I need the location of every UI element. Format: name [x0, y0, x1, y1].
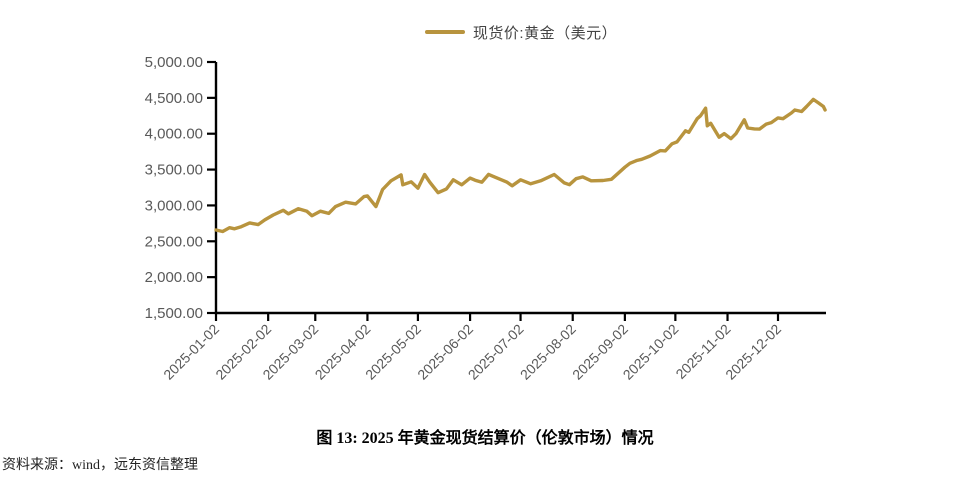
- y-tick-label: 1,500.00: [145, 305, 203, 322]
- y-tick-label: 4,500.00: [145, 90, 203, 107]
- axis-lines: [214, 62, 826, 315]
- gold-price-line: [214, 97, 827, 234]
- y-tick-label: 3,500.00: [145, 162, 203, 179]
- figure-caption: 图 13: 2025 年黄金现货结算价（伦敦市场）情况: [316, 430, 654, 447]
- y-tick-label: 3,000.00: [145, 197, 203, 214]
- legend-line-swatch: [424, 30, 465, 34]
- y-tick-label: 5,000.00: [145, 54, 203, 71]
- price-line-chart: 5,000.00 4,500.00 4,000.00 3,500.00 3,000.00…: [145, 54, 827, 383]
- data-source: 资料来源：wind，远东资信整理: [2, 458, 198, 473]
- y-tick-label: 4,000.00: [145, 126, 203, 143]
- y-tick-label: 2,500.00: [145, 233, 203, 250]
- y-tick-label: 2,000.00: [145, 269, 203, 286]
- chart-legend: 现货价:黄金（美元）: [216, 22, 826, 42]
- legend-label: 现货价:黄金（美元）: [472, 24, 618, 42]
